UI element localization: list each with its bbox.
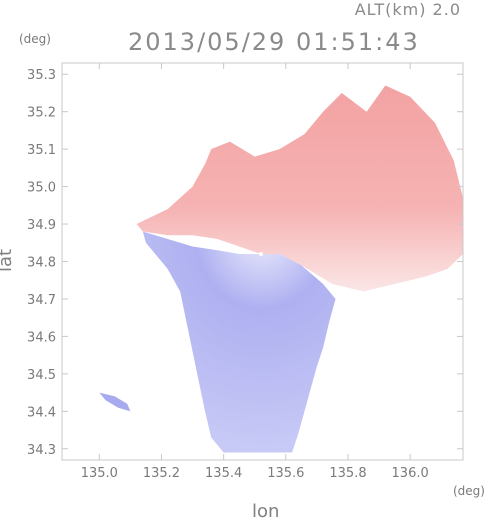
y-tick-label: 35.3	[27, 68, 56, 83]
altitude-label: ALT(km) 2.0	[354, 0, 461, 19]
x-tick-label: 135.8	[329, 466, 366, 481]
y-tick-label: 34.7	[27, 293, 56, 308]
y-tick-label: 34.9	[27, 218, 56, 233]
region-blue-islet	[99, 392, 131, 412]
x-tick-label: 135.4	[205, 466, 242, 481]
x-tick-label: 135.2	[143, 466, 180, 481]
x-axis-label: lon	[252, 501, 280, 522]
y-tick-label: 34.3	[27, 443, 56, 458]
y-tick-label: 35.1	[27, 143, 56, 158]
region-blue	[142, 231, 336, 453]
y-tick-label: 34.8	[27, 256, 56, 271]
x-tick-label: 136.0	[392, 466, 429, 481]
x-unit-label: (deg)	[453, 484, 485, 498]
axes-layer: 135.0 135.2 135.4 135.6 135.8 136.0 34.3 34.4 34…	[27, 63, 463, 481]
chart-title: 2013/05/29 01:51:43	[128, 28, 420, 56]
x-tick-label: 135.0	[81, 466, 118, 481]
y-tick-label: 35.0	[27, 181, 56, 196]
x-tick-label: 135.6	[267, 466, 304, 481]
region-red	[136, 85, 463, 292]
y-tick-label: 35.2	[27, 106, 56, 121]
y-tick-label: 34.6	[27, 330, 56, 345]
plot-frame	[61, 62, 464, 461]
y-tick-label: 34.4	[27, 405, 56, 420]
radar-site-marker	[258, 252, 263, 257]
y-unit-label: (deg)	[19, 32, 51, 46]
velocity-field-layer	[99, 85, 463, 453]
y-tick-label: 34.5	[27, 368, 56, 383]
